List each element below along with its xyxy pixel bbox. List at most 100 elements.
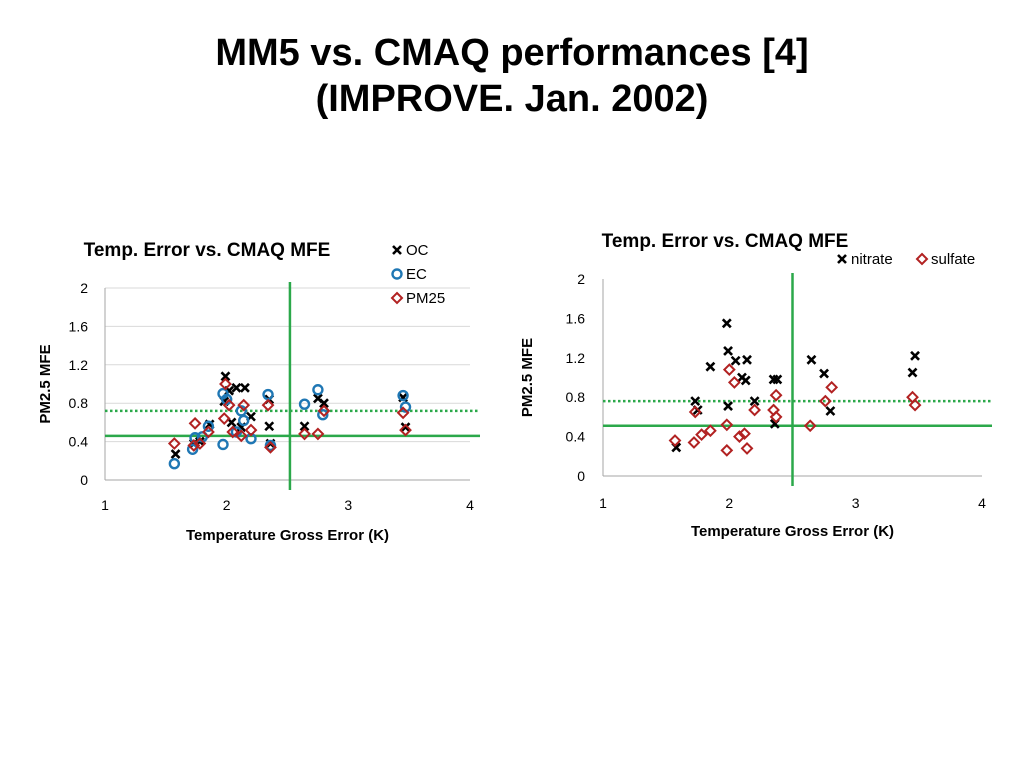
- data-point-pm25: [237, 398, 251, 412]
- slide-title: MM5 vs. CMAQ performances [4] (IMPROVE. …: [0, 30, 1024, 122]
- data-point-sulfate: [703, 424, 717, 438]
- chart-title: Temp. Error vs. CMAQ MFE: [602, 231, 849, 252]
- legend-marker-ec: [391, 268, 403, 280]
- legend-label-pm25: PM25: [406, 290, 445, 307]
- data-point-pm25: [317, 404, 331, 418]
- data-point-oc: [264, 421, 275, 432]
- data-point-pm25: [399, 423, 412, 437]
- data-point-ec: [168, 457, 181, 470]
- data-point-nitrate: [740, 375, 751, 386]
- data-point-oc: [299, 421, 310, 432]
- data-point-sulfate: [818, 394, 832, 408]
- y-tick-label: 1.2: [566, 350, 586, 366]
- x-tick-label: 4: [466, 497, 474, 513]
- data-point-sulfate: [738, 427, 751, 441]
- data-point-sulfate: [695, 428, 708, 442]
- chart-right: 0 0.4 0.8 1.2 1.6 2 1 2 3 4 Temp. Error vs. CMAQ M…: [519, 231, 992, 540]
- x-tick-label: 2: [223, 497, 231, 513]
- y-tick-label: 2: [80, 280, 88, 296]
- x-tick-label: 1: [599, 495, 607, 511]
- data-point-pm25: [298, 427, 311, 441]
- x-tick-label: 2: [725, 495, 733, 511]
- data-point-ec: [217, 438, 229, 451]
- data-point-sulfate: [688, 405, 702, 419]
- data-point-nitrate: [723, 345, 733, 356]
- data-point-ec: [298, 398, 311, 410]
- y-axis-label: PM2.5 MFE: [519, 338, 536, 417]
- x-axis-label: Temperature Gross Error (K): [691, 523, 894, 540]
- data-point-nitrate: [730, 355, 741, 366]
- x-tick-label: 1: [101, 497, 109, 513]
- y-tick-label: 0.4: [566, 429, 586, 445]
- legend: OC EC PM25: [390, 242, 445, 307]
- y-tick-label: 0: [577, 468, 585, 484]
- legend-label-sulfate: sulfate: [931, 251, 975, 268]
- data-point-oc: [319, 398, 329, 409]
- data-point-nitrate: [825, 406, 836, 416]
- legend-label-ec: EC: [406, 266, 427, 283]
- data-point-pm25: [311, 427, 325, 441]
- data-point-ec: [312, 384, 324, 396]
- legend: nitrate sulfate: [837, 251, 975, 268]
- data-point-sulfate: [687, 436, 701, 449]
- data-point-pm25: [202, 425, 215, 439]
- data-point-pm25: [217, 412, 231, 425]
- data-point-ec: [237, 414, 250, 427]
- data-point-sulfate: [720, 443, 734, 457]
- y-tick-label: 1.2: [69, 357, 89, 373]
- data-point-nitrate: [742, 354, 752, 365]
- data-point-oc: [220, 371, 231, 382]
- data-point-nitrate: [690, 396, 701, 407]
- data-point-nitrate: [907, 367, 918, 378]
- y-tick-label: 2: [577, 271, 585, 287]
- x-tick-label: 3: [852, 495, 860, 511]
- data-point-sulfate: [668, 434, 682, 447]
- series-pm25: [167, 377, 412, 454]
- y-tick-label: 0.8: [69, 395, 89, 411]
- data-point-nitrate: [772, 374, 783, 385]
- data-point-sulfate: [803, 419, 817, 433]
- chart-left: 0 0.4 0.8 1.2 1.6 2 1 2 3 4 Temp. Error vs. CMAQ M…: [37, 240, 480, 544]
- x-tick-label: 3: [344, 497, 352, 513]
- slide-title-line-2: (IMPROVE. Jan. 2002): [315, 78, 709, 120]
- data-point-pm25: [261, 398, 275, 412]
- series-nitrate: [671, 318, 920, 453]
- data-point-ec: [397, 389, 409, 402]
- data-point-sulfate: [908, 398, 922, 412]
- data-point-sulfate: [720, 418, 734, 432]
- data-point-ec: [264, 439, 277, 452]
- data-point-pm25: [188, 416, 202, 430]
- data-point-nitrate: [819, 368, 830, 379]
- data-point-sulfate: [722, 363, 736, 377]
- data-point-sulfate: [748, 403, 762, 417]
- y-tick-label: 0: [80, 472, 88, 488]
- data-point-nitrate: [705, 361, 716, 372]
- data-point-nitrate: [721, 318, 732, 329]
- data-point-pm25: [264, 440, 277, 454]
- data-point-ec: [186, 443, 199, 455]
- data-point-pm25: [193, 437, 207, 450]
- series-sulfate: [668, 363, 922, 457]
- data-point-pm25: [222, 398, 236, 412]
- data-point-pm25: [219, 377, 232, 391]
- chart-title: Temp. Error vs. CMAQ MFE: [84, 240, 331, 261]
- x-axis-label: Temperature Gross Error (K): [186, 527, 389, 544]
- data-point-pm25: [187, 439, 201, 452]
- legend-marker-nitrate: [837, 254, 847, 264]
- data-point-pm25: [244, 423, 258, 437]
- data-point-sulfate: [740, 442, 754, 455]
- legend-marker-sulfate: [915, 252, 929, 266]
- data-point-nitrate: [749, 396, 760, 407]
- slide-title-line-1: MM5 vs. CMAQ performances [4]: [215, 32, 809, 74]
- data-point-pm25: [234, 429, 248, 443]
- data-point-pm25: [226, 425, 240, 439]
- y-tick-label: 0.8: [566, 389, 586, 405]
- data-point-oc: [239, 382, 250, 393]
- legend-label-nitrate: nitrate: [851, 251, 893, 268]
- data-point-sulfate: [769, 388, 783, 402]
- legend-label-oc: OC: [406, 242, 429, 259]
- data-point-nitrate: [723, 401, 733, 411]
- y-tick-label: 0.4: [69, 434, 89, 450]
- data-point-pm25: [167, 437, 181, 450]
- data-point-sulfate: [825, 380, 839, 394]
